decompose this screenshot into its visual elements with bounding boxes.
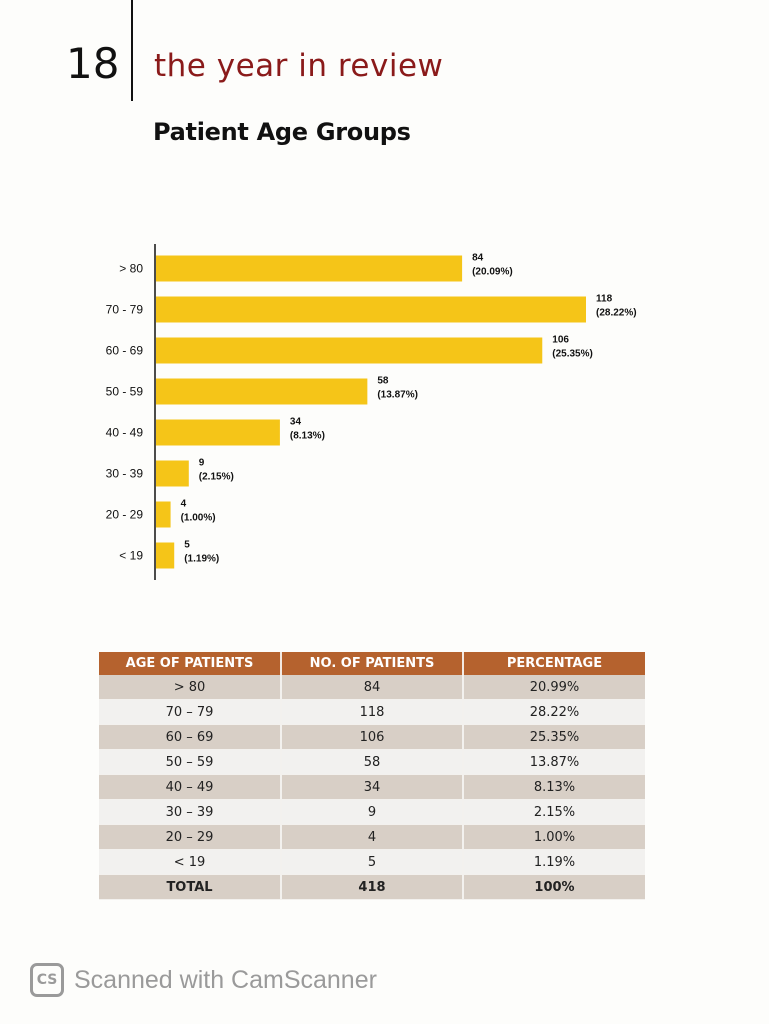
total-percentage-cell: 100% — [463, 874, 645, 900]
bar — [156, 255, 463, 282]
bar-percent-label: (20.09%) — [472, 267, 513, 278]
section-title: the year in review — [154, 48, 444, 84]
bar-percent-label: (13.87%) — [377, 390, 418, 401]
header-no-of-patients: NO. OF PATIENTS — [281, 652, 464, 675]
age-cell: 60 – 69 — [99, 724, 282, 750]
percentage-cell: 8.13% — [463, 774, 645, 800]
bar — [156, 460, 189, 487]
count-cell: 58 — [281, 749, 464, 775]
bar-percent-label: (1.19%) — [184, 554, 219, 565]
bar-value-label: 4 — [181, 499, 187, 510]
bar-percent-label: (8.13%) — [290, 431, 325, 442]
count-cell: 84 — [281, 675, 464, 700]
percentage-cell: 1.00% — [463, 824, 645, 850]
category-tick-label: < 19 — [119, 549, 143, 563]
category-tick-label: 30 - 39 — [106, 467, 144, 481]
age-cell: 70 – 79 — [99, 699, 282, 725]
bar-value-label: 34 — [290, 417, 302, 428]
percentage-cell: 20.99% — [463, 675, 645, 700]
bar — [156, 419, 280, 446]
bar-value-label: 9 — [199, 458, 205, 469]
watermark-text: Scanned with CamScanner — [74, 965, 377, 994]
category-tick-label: 70 - 79 — [106, 303, 144, 317]
header-divider — [131, 0, 133, 101]
bar-percent-label: (2.15%) — [199, 472, 234, 483]
table-row: < 19 5 1.19% — [99, 849, 645, 875]
age-group-bar-chart: > 80 84 (20.09%) 70 - 79 118 (28.22%) 60 - 69 1… — [80, 240, 680, 595]
bar — [156, 501, 171, 528]
table-row: 30 – 39 9 2.15% — [99, 799, 645, 825]
category-tick-label: 60 - 69 — [106, 344, 144, 358]
age-cell: < 19 — [99, 849, 282, 875]
age-cell: 20 – 29 — [99, 824, 282, 850]
age-cell: 30 – 39 — [99, 799, 282, 825]
count-cell: 5 — [281, 849, 464, 875]
table-row: 50 – 59 58 13.87% — [99, 749, 645, 775]
bar-percent-label: (28.22%) — [596, 308, 637, 319]
category-tick-label: > 80 — [119, 262, 143, 276]
count-cell: 118 — [281, 699, 464, 725]
table-header-row: AGE OF PATIENTS NO. OF PATIENTS PERCENTA… — [99, 652, 645, 675]
age-group-table: AGE OF PATIENTS NO. OF PATIENTS PERCENTA… — [99, 652, 645, 900]
camscanner-logo-icon: CS — [30, 963, 64, 997]
bar-percent-label: (25.35%) — [552, 349, 593, 360]
count-cell: 4 — [281, 824, 464, 850]
table-row: 20 – 29 4 1.00% — [99, 824, 645, 850]
age-cell: > 80 — [99, 675, 282, 700]
age-cell: 40 – 49 — [99, 774, 282, 800]
bar-value-label: 84 — [472, 253, 484, 264]
table-row: > 80 84 20.99% — [99, 675, 645, 700]
bar-value-label: 58 — [377, 376, 389, 387]
bar-value-label: 5 — [184, 540, 190, 551]
bar — [156, 378, 368, 405]
chart-canvas: > 80 84 (20.09%) 70 - 79 118 (28.22%) 60 - 69 1… — [106, 244, 637, 580]
count-cell: 106 — [281, 724, 464, 750]
percentage-cell: 1.19% — [463, 849, 645, 875]
table-row: 40 – 49 34 8.13% — [99, 774, 645, 800]
percentage-cell: 25.35% — [463, 724, 645, 750]
table-row: 60 – 69 106 25.35% — [99, 724, 645, 750]
bar — [156, 296, 586, 323]
bar — [156, 337, 543, 364]
age-cell: 50 – 59 — [99, 749, 282, 775]
count-cell: 34 — [281, 774, 464, 800]
page-number: 18 — [66, 39, 120, 88]
percentage-cell: 2.15% — [463, 799, 645, 825]
bar — [156, 542, 175, 569]
total-label-cell: TOTAL — [99, 874, 282, 900]
category-tick-label: 50 - 59 — [106, 385, 144, 399]
header-age-of-patients: AGE OF PATIENTS — [99, 652, 282, 675]
camscanner-watermark: CS Scanned with CamScanner — [30, 960, 377, 1000]
percentage-cell: 28.22% — [463, 699, 645, 725]
bar-percent-label: (1.00%) — [181, 513, 216, 524]
category-tick-label: 20 - 29 — [106, 508, 144, 522]
chart-title: Patient Age Groups — [153, 118, 411, 146]
table-total-row: TOTAL 418 100% — [99, 874, 645, 900]
bar-value-label: 118 — [596, 294, 613, 305]
bar-value-label: 106 — [552, 335, 569, 346]
total-count-cell: 418 — [281, 874, 464, 900]
header-percentage: PERCENTAGE — [463, 652, 645, 675]
category-tick-label: 40 - 49 — [106, 426, 144, 440]
table-row: 70 – 79 118 28.22% — [99, 699, 645, 725]
percentage-cell: 13.87% — [463, 749, 645, 775]
count-cell: 9 — [281, 799, 464, 825]
